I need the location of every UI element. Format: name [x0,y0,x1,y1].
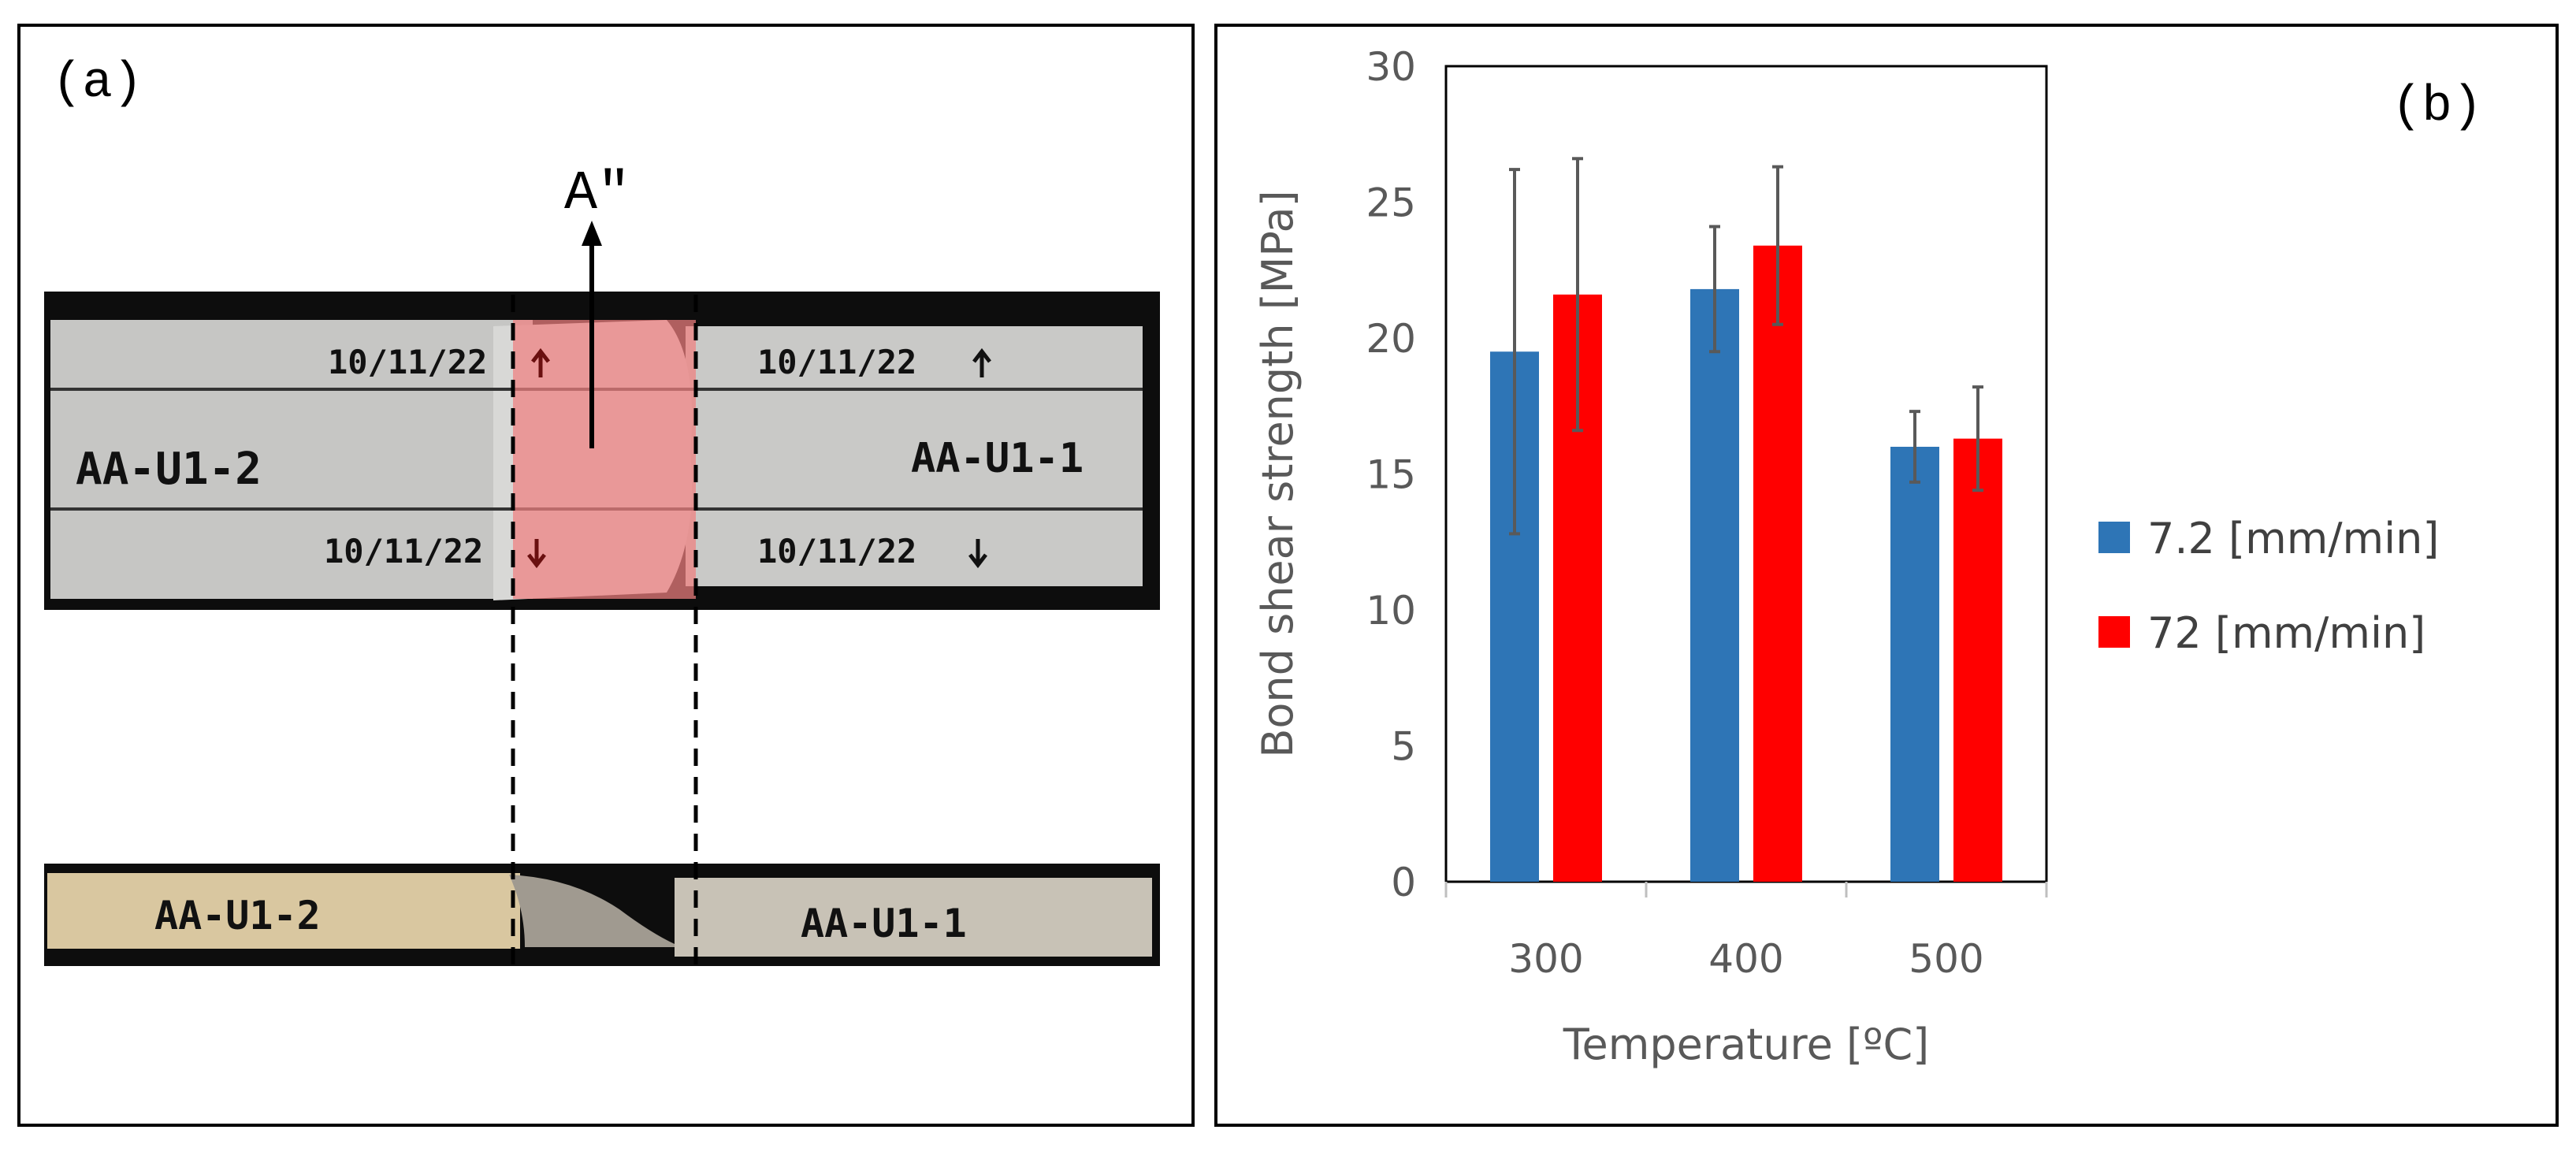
bottom-left-id: AA-U1-2 [154,893,321,938]
bottom-bond-zone [509,875,682,947]
y-tick-label: 30 [1366,44,1416,90]
arrow-label: A″ [564,163,630,225]
date-label-3: 10/11/22 [757,343,916,381]
direction-arrow-head-icon [582,221,602,246]
written-arrow-up-left-icon [531,347,550,377]
panel-a-label: (a) [52,55,143,112]
x-axis-title: Temperature [ºC] [1563,1020,1930,1069]
bar-7.2-500 [1890,447,1939,882]
x-tick-label: 400 [1708,936,1783,982]
bar-72-500 [1953,438,2002,882]
y-tick-label: 15 [1366,452,1416,498]
top-left-plate [50,320,533,599]
legend-swatch [2098,522,2130,553]
written-arrow-up-right-icon [972,347,991,377]
bars [1490,245,2002,882]
panel-b: 0 5 10 15 20 25 30 300 400 500 Temperature [ºC] … [1214,24,2559,1127]
bar-72-400 [1753,245,1802,882]
written-arrow-down-right-icon [968,539,987,569]
y-tick-label: 20 [1366,316,1416,362]
top-left-id: AA-U1-2 [76,444,262,495]
y-axis-title: Bond shear strength [MPa] [1253,190,1303,757]
legend-label: 72 [mm/min] [2147,608,2425,658]
top-right-id: AA-U1-1 [911,435,1084,482]
y-tick-label: 10 [1366,588,1416,634]
highlight-region [513,320,696,599]
date-label-4: 10/11/22 [757,532,916,570]
y-tick-label: 5 [1391,724,1416,770]
legend-swatch [2098,616,2130,648]
error-bars [1509,157,1983,536]
panel-a: (a) AA-U1-2 AA-U1-1 10/11/22 10/11/22 10… [17,24,1195,1127]
legend-label: 7.2 [mm/min] [2147,514,2439,563]
date-label-2: 10/11/22 [324,532,483,570]
panel-b-label: (b) [2392,79,2483,136]
specimen-photo: AA-U1-2 AA-U1-1 10/11/22 10/11/22 10/11/… [44,163,1160,966]
date-label-1: 10/11/22 [328,343,487,381]
bar-7.2-400 [1690,288,1739,882]
bottom-right-id: AA-U1-1 [801,901,967,946]
legend: 7.2 [mm/min] 72 [mm/min] [2098,514,2439,658]
bottom-left-plate [47,873,520,949]
y-tick-label: 0 [1391,860,1416,905]
y-tick-label: 25 [1366,180,1416,226]
top-right-plate [686,326,1143,586]
plot-frame [1444,65,2048,883]
x-tick-label: 500 [1909,936,1983,982]
x-tick-label: 300 [1508,936,1583,982]
y-axis-ticks: 0 5 10 15 20 25 30 [1366,44,1416,905]
bottom-right-plate [675,878,1152,957]
written-arrow-down-left-icon [527,539,546,569]
x-axis: 300 400 500 [1444,882,2048,982]
